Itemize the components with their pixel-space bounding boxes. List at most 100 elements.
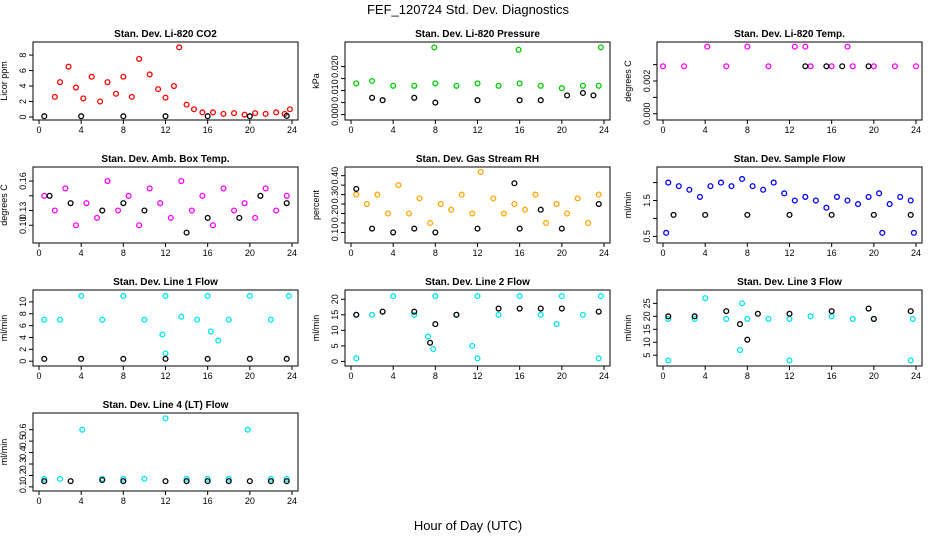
data-point [246, 478, 253, 485]
data-point [162, 415, 169, 422]
data-point [353, 80, 360, 87]
plot-frame [344, 289, 611, 367]
data-point [844, 197, 851, 204]
data-point [665, 357, 672, 364]
data-point [595, 191, 602, 198]
data-point [696, 193, 703, 200]
data-point [511, 201, 518, 208]
data-point [579, 82, 586, 89]
data-point [190, 106, 198, 113]
data-point [891, 63, 898, 70]
y-tick-label: 6 [18, 68, 28, 73]
data-point [65, 63, 72, 70]
data-point [99, 476, 106, 484]
y-axis-label: degrees C [0, 184, 9, 226]
data-point [564, 92, 571, 99]
x-tick-label: 16 [203, 371, 213, 381]
x-tick-label: 0 [660, 125, 665, 135]
x-tick-label: 8 [433, 125, 438, 135]
series-black [353, 180, 602, 236]
data-point [57, 316, 64, 323]
data-point [558, 225, 565, 232]
data-point [390, 82, 397, 89]
data-point [542, 219, 550, 227]
data-point [574, 195, 581, 202]
x-tick-label: 24 [911, 125, 921, 135]
x-tick-label: 24 [911, 371, 921, 381]
data-point [67, 200, 74, 207]
data-point [41, 478, 48, 485]
data-point [590, 92, 597, 99]
y-tick-label: 10 [330, 325, 340, 335]
data-point [162, 355, 169, 362]
data-point [427, 219, 434, 227]
data-point [579, 311, 586, 318]
data-point [665, 179, 672, 186]
data-point [62, 185, 69, 192]
data-point [537, 97, 544, 104]
data-point [99, 316, 106, 323]
panel-6: Stan. Dev. Sample Flow 0 4 8 12 16 20 24 0.5 1.5 m… [623, 154, 923, 258]
data-point [411, 308, 418, 315]
data-point [353, 311, 360, 318]
data-point [283, 478, 290, 485]
x-tick-label: 24 [599, 371, 609, 381]
x-tick-label: 24 [287, 371, 297, 381]
data-point [273, 109, 280, 116]
y-axis-label: ml/min [0, 439, 9, 466]
data-point [162, 292, 169, 300]
data-point [564, 210, 571, 217]
data-point [427, 339, 434, 346]
panel-3: Stan. Dev. Li-820 Temp. 0 4 8 12 16 20 24 0.000 0… [623, 29, 923, 135]
y-tick-label: 2 [18, 347, 28, 352]
y-tick-label: 15 [642, 324, 652, 334]
data-point [537, 311, 544, 318]
data-point [162, 113, 169, 120]
data-point [83, 200, 90, 207]
data-point [215, 337, 222, 344]
data-point [51, 207, 58, 214]
series-black [41, 355, 290, 362]
data-point [78, 355, 85, 362]
data-point [675, 183, 682, 190]
y-tick-label: 0 [18, 114, 28, 119]
data-point [723, 63, 730, 70]
y-axis-label: ml/min [623, 192, 633, 219]
x-tick-label: 16 [203, 125, 213, 135]
x-tick-label: 8 [745, 371, 750, 381]
data-point [204, 214, 211, 221]
x-tick-label: 24 [287, 496, 297, 506]
data-point [432, 229, 439, 236]
data-point [474, 355, 481, 362]
data-point [204, 355, 211, 362]
data-point [41, 355, 48, 362]
data-point [865, 63, 872, 70]
data-point [390, 229, 397, 236]
data-point [681, 63, 688, 70]
series-blue [663, 175, 917, 236]
data-point [702, 211, 709, 218]
data-point [686, 186, 693, 193]
data-point [162, 94, 169, 101]
data-point [72, 84, 79, 91]
y-tick-label: 25 [642, 298, 652, 308]
data-point [369, 311, 376, 318]
data-point [252, 110, 259, 117]
data-point [515, 46, 522, 53]
figure-title: FEF_120724 Std. Dev. Diagnostics [367, 2, 570, 17]
data-point [469, 210, 476, 217]
data-point [432, 99, 439, 106]
data-point [115, 207, 122, 214]
data-point [744, 336, 751, 343]
y-tick-label: 8 [18, 53, 28, 58]
data-point [511, 180, 518, 187]
data-point [432, 80, 439, 87]
y-tick-label: 0.010 [330, 79, 340, 102]
data-point [183, 478, 190, 485]
data-point [209, 222, 216, 229]
data-point [691, 313, 698, 320]
x-tick-label: 24 [599, 125, 609, 135]
x-tick-label: 24 [599, 248, 609, 258]
series-black [46, 192, 290, 236]
